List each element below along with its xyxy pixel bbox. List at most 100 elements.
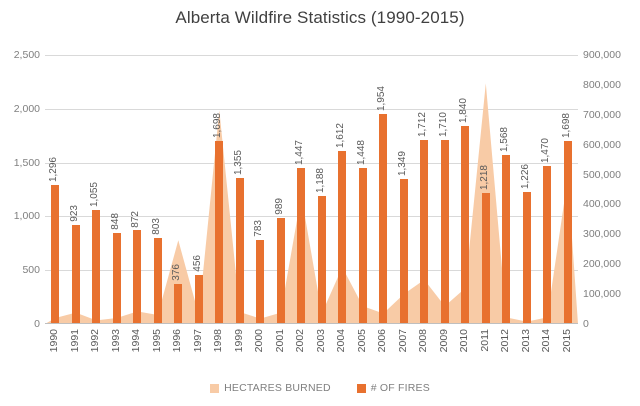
bar-value-label: 376 <box>171 263 183 281</box>
bar-value-label: 1,218 <box>478 164 490 190</box>
bar[interactable] <box>481 192 490 324</box>
number-of-fires-bar-series <box>45 55 578 324</box>
right-axis-tick-label: 0 <box>583 318 589 330</box>
bar[interactable] <box>235 178 244 324</box>
legend-swatch-icon <box>210 383 220 393</box>
gridline <box>45 216 578 218</box>
bar[interactable] <box>112 232 121 324</box>
bar-value-labels: 1,296 923 1,055 848 872 803 376 456 1,698 1,355 78… <box>45 55 578 324</box>
bar-value-label: 872 <box>130 210 142 228</box>
bar[interactable] <box>358 168 367 324</box>
x-axis-label: 2010 <box>458 329 471 353</box>
x-axis-label: 1995 <box>150 329 163 353</box>
x-axis-line <box>45 323 578 324</box>
gridline <box>45 162 578 164</box>
left-axis-tick-labels: 0 500 1,000 1,500 2,000 2,500 <box>0 49 40 330</box>
bar-value-label: 1,698 <box>212 113 224 139</box>
bar[interactable] <box>461 126 470 324</box>
bar-value-label: 1,710 <box>437 111 449 138</box>
bar[interactable] <box>215 141 224 324</box>
x-axis-label: 1990 <box>48 329 61 353</box>
x-axis-label: 1991 <box>68 329 81 353</box>
bar-value-label: 1,447 <box>294 140 306 166</box>
bar-value-label: 783 <box>253 220 265 237</box>
bar[interactable] <box>297 168 306 324</box>
bar[interactable] <box>51 184 60 324</box>
bar[interactable] <box>153 237 162 324</box>
left-axis-tick-label: 1,000 <box>13 210 40 223</box>
legend-label: # OF FIRES <box>370 382 430 394</box>
chart-title: Alberta Wildfire Statistics (1990-2015) <box>175 8 465 27</box>
right-axis-tick-label: 800,000 <box>583 78 621 91</box>
x-axis-label: 2008 <box>417 329 430 353</box>
chart-legend: HECTARES BURNED # OF FIRES <box>0 382 640 394</box>
x-axis-label: 2002 <box>294 329 307 353</box>
legend-item[interactable]: HECTARES BURNED <box>210 382 331 394</box>
x-axis-label: 2004 <box>335 329 348 353</box>
x-axis-label: 1998 <box>212 329 225 353</box>
right-axis-tick-label: 100,000 <box>583 288 621 301</box>
gridline <box>45 108 578 110</box>
bar-value-label: 1,355 <box>232 150 244 176</box>
bar[interactable] <box>420 139 429 324</box>
bar-value-label: 456 <box>191 255 203 272</box>
bar[interactable] <box>563 141 572 324</box>
bar[interactable] <box>317 196 326 324</box>
bar[interactable] <box>379 113 388 324</box>
right-axis-tick-labels: 0 100,000 200,000 300,000 400,000 500,000 600,… <box>583 49 640 330</box>
bar[interactable] <box>502 155 511 324</box>
bar[interactable] <box>543 165 552 324</box>
right-axis-tick-label: 900,000 <box>583 49 621 61</box>
plot-area: 1,296 923 1,055 848 872 803 376 456 1,698 1,355 78… <box>45 55 578 324</box>
x-axis-label: 2009 <box>437 329 450 353</box>
x-axis-label: 2015 <box>560 329 573 353</box>
bar-value-label: 803 <box>150 217 162 235</box>
legend-swatch-icon <box>356 383 366 393</box>
bar-value-label: 1,712 <box>417 111 429 137</box>
bar[interactable] <box>399 178 408 324</box>
bar-value-label: 989 <box>273 197 285 215</box>
bar[interactable] <box>440 140 449 324</box>
bar[interactable] <box>174 283 183 324</box>
gridline <box>45 55 578 56</box>
bar[interactable] <box>92 210 101 324</box>
legend-label: HECTARES BURNED <box>224 382 331 394</box>
hectares-burned-area-series <box>45 55 578 324</box>
left-axis-tick-label: 2,000 <box>13 102 40 115</box>
x-axis-label: 2006 <box>376 329 389 353</box>
bar-value-label: 1,470 <box>540 137 552 163</box>
right-axis-tick-label: 600,000 <box>583 138 621 151</box>
bar-value-label: 1,226 <box>519 164 531 190</box>
x-axis-label: 2011 <box>478 329 491 352</box>
bar-value-label: 1,448 <box>355 140 367 166</box>
left-axis-tick-label: 1,500 <box>13 156 40 169</box>
x-axis-label: 2012 <box>499 329 512 353</box>
x-axis-label: 2007 <box>396 329 409 353</box>
x-axis-category-labels: 1990 1991 1992 1993 1994 1995 1996 1997 1998 1999… <box>45 327 578 375</box>
bar[interactable] <box>71 224 80 324</box>
right-axis-tick-label: 500,000 <box>583 168 621 181</box>
bar[interactable] <box>338 150 347 324</box>
bar[interactable] <box>522 192 531 324</box>
x-axis-label: 1992 <box>89 329 102 353</box>
x-axis-label: 1994 <box>130 329 143 353</box>
right-axis-tick-label: 200,000 <box>583 258 621 271</box>
bar-value-label: 1,840 <box>458 98 470 124</box>
bar-value-label: 1,568 <box>499 127 511 153</box>
legend-item[interactable]: # OF FIRES <box>356 382 430 394</box>
bar-value-label: 848 <box>109 213 121 230</box>
bar-value-label: 1,296 <box>48 156 60 182</box>
bar-value-label: 923 <box>68 205 80 222</box>
x-axis-label: 2001 <box>273 329 286 353</box>
x-axis-label: 2005 <box>355 329 368 353</box>
bar[interactable] <box>133 230 142 324</box>
x-axis-label: 1999 <box>232 329 245 353</box>
x-axis-label: 2013 <box>519 329 532 353</box>
bar[interactable] <box>276 217 285 324</box>
bar[interactable] <box>194 274 203 324</box>
left-axis-tick-label: 0 <box>34 318 40 330</box>
x-axis-label: 1996 <box>171 329 184 353</box>
x-axis-label: 1997 <box>191 329 204 353</box>
bar[interactable] <box>256 239 265 324</box>
bar-value-label: 1,349 <box>396 150 408 176</box>
